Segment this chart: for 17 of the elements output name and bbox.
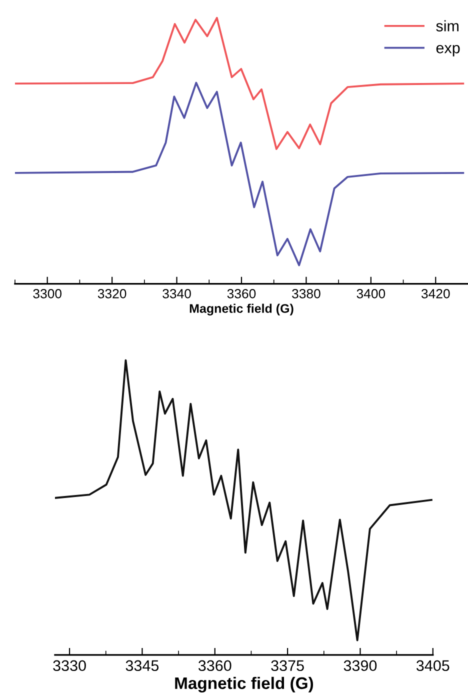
- x-tick-label: 3380: [292, 289, 320, 298]
- x-tick-label: 3330: [53, 660, 86, 672]
- x-tick-label: 3375: [271, 660, 304, 672]
- x-axis-title: Magnetic field (G): [190, 304, 294, 316]
- x-tick-label: 3400: [356, 289, 386, 298]
- x-tick-label: 3390: [344, 660, 377, 672]
- x-tick-label: 3320: [98, 289, 126, 298]
- x-tick-label: 3360: [227, 289, 256, 298]
- x-tick-label: 3340: [162, 289, 191, 298]
- x-axis-title: Magnetic field (G): [175, 676, 314, 692]
- x-tick-label: 3420: [421, 289, 450, 298]
- x-tick-label: 3405: [416, 660, 450, 672]
- x-tick-label: 3360: [198, 660, 232, 672]
- legend-label: sim: [436, 20, 458, 32]
- x-tick-label: 3300: [33, 289, 62, 298]
- legend-label: exp: [436, 44, 460, 56]
- x-tick-label: 3345: [126, 660, 159, 672]
